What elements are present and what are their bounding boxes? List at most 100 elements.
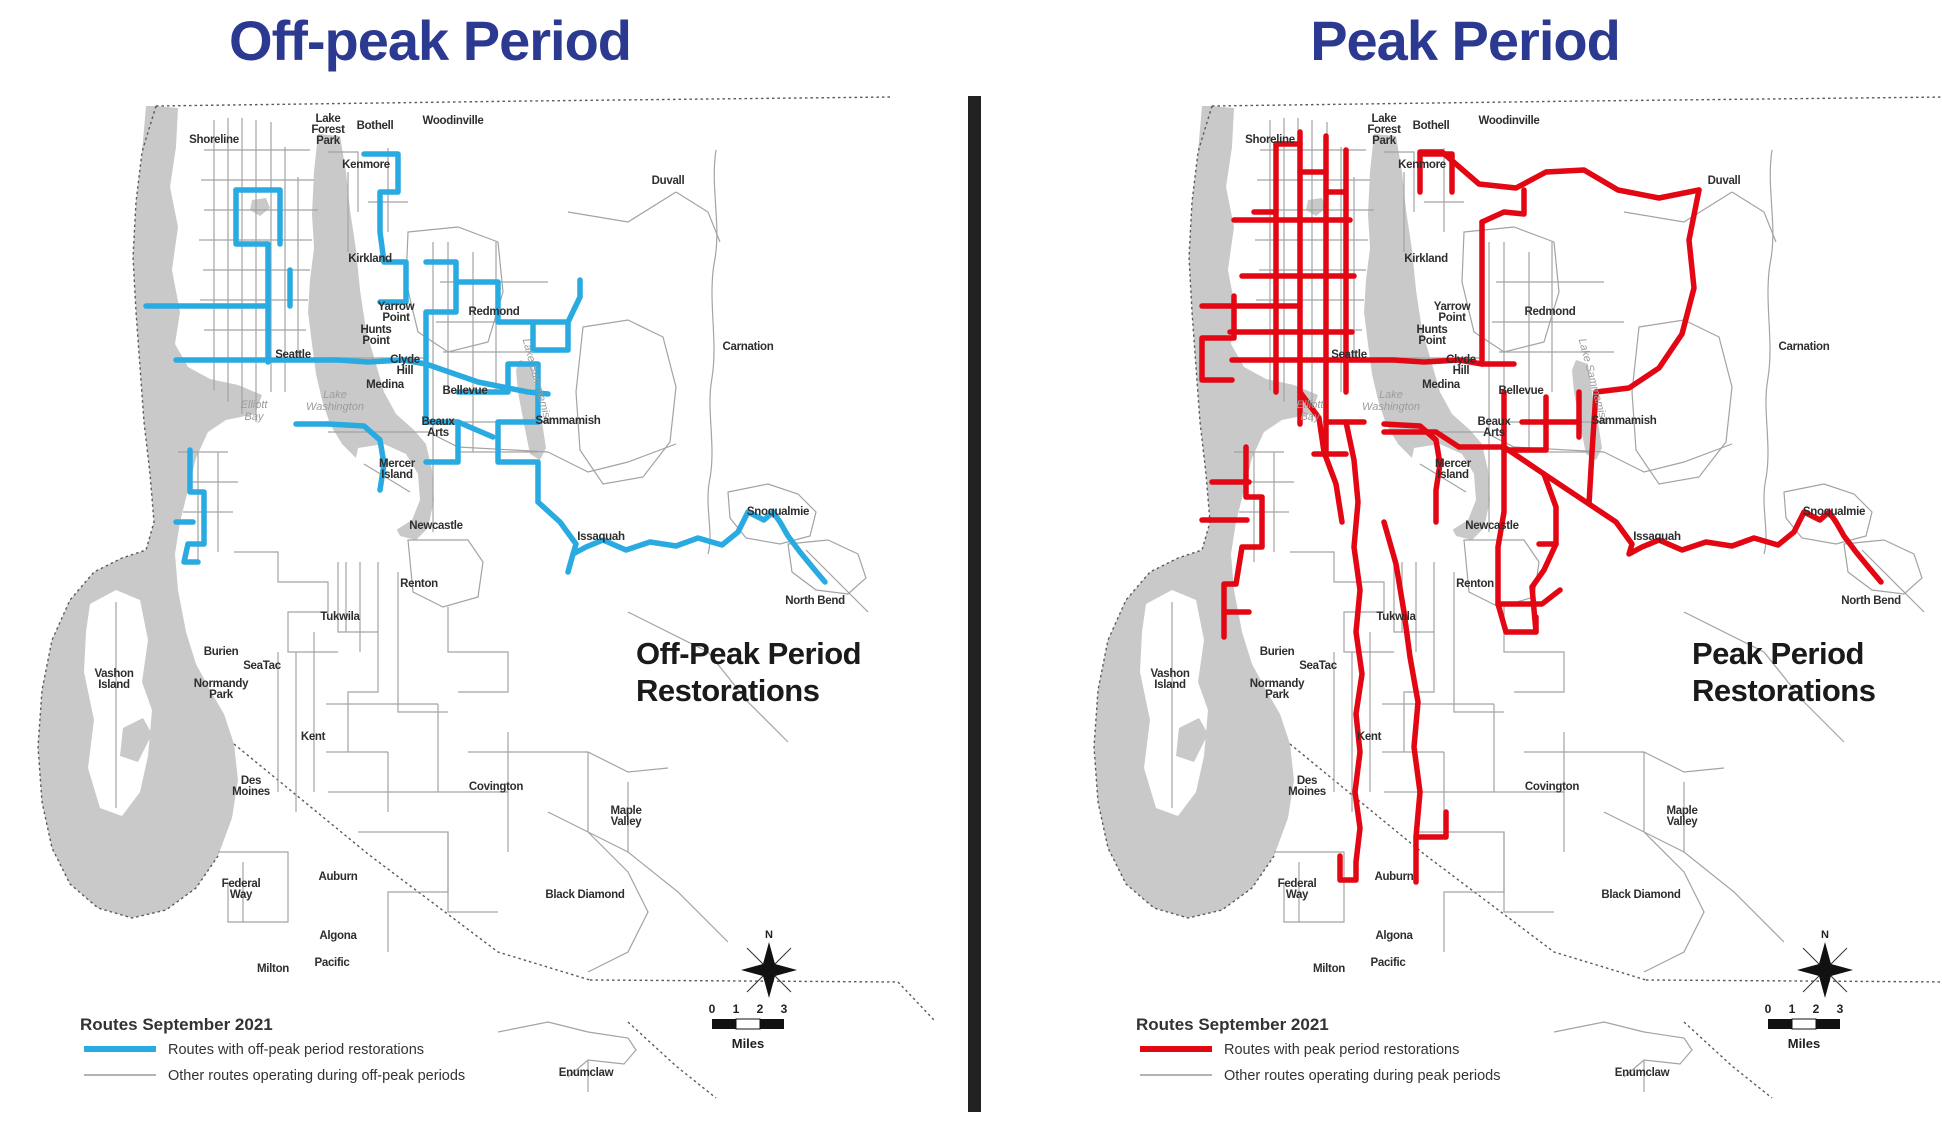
other-route-line: [1553, 1021, 1693, 1078]
city-label: Black Diamond: [545, 889, 624, 901]
county-boundary-dashed: [37, 105, 219, 919]
other-route-line: [575, 319, 677, 485]
peak-route-line: [1381, 421, 1443, 525]
city-label: Bellevue: [443, 385, 488, 397]
scalebar-tick: 2: [757, 1002, 764, 1016]
city-label: Yarrow Point: [1434, 301, 1471, 324]
city-label: Mercer Island: [379, 458, 416, 481]
peak-route-line: [1495, 447, 1509, 635]
other-route-line: [1843, 539, 1923, 595]
city-label: Bothell: [1413, 120, 1450, 132]
water-shape: [516, 360, 546, 460]
city-label: Milton: [1313, 963, 1345, 975]
city-label: Auburn: [318, 871, 357, 883]
city-label: Kirkland: [348, 253, 392, 265]
peak-map-panel: Elliott Bay Lake Washington Lake Sammamish Sh…: [1084, 92, 1942, 1124]
peak-route-line: [1221, 444, 1265, 615]
water-label: Lake Washington: [1362, 389, 1420, 413]
other-route-line: [1453, 572, 1504, 713]
city-label: Lake Forest Park: [1367, 113, 1401, 147]
city-label: Des Moines: [1288, 775, 1326, 798]
city-label: Sammamish: [535, 415, 600, 427]
peak-route-line: [1417, 151, 1455, 195]
other-route-line: [587, 831, 649, 973]
county-boundary-dashed: [155, 96, 891, 107]
city-label: Maple Valley: [1666, 805, 1698, 828]
other-route-line: [447, 607, 509, 693]
peak-route-line: [1381, 519, 1423, 885]
city-label: Federal Way: [1278, 878, 1317, 901]
peak-route-line: [1417, 149, 1445, 195]
island-shape: [1410, 444, 1476, 530]
other-route-line: [711, 149, 718, 379]
other-route-line: [1503, 607, 1565, 693]
city-label: Enumclaw: [559, 1067, 614, 1079]
scalebar-segment: [1791, 1018, 1817, 1030]
offpeak-route-line: [525, 319, 571, 353]
offpeak-route-line: [423, 259, 459, 367]
city-label: Kenmore: [342, 159, 390, 171]
other-route-line: [1461, 226, 1560, 353]
offpeak-map-panel: Elliott Bay Lake Washington Lake Sammamish Sh…: [28, 92, 958, 1124]
county-boundary-dashed: [627, 1021, 717, 1099]
other-route-line: [1861, 549, 1925, 613]
city-label: Des Moines: [232, 775, 270, 798]
legend-other-label: Other routes operating during off-peak p…: [168, 1068, 465, 1084]
offpeak-route-line: [361, 151, 409, 305]
city-label: Algona: [1375, 930, 1413, 942]
island-shape: [1140, 590, 1208, 816]
offpeak-route-line: [181, 447, 207, 565]
water-shape: [1364, 134, 1490, 540]
offpeak-route-line: [455, 361, 541, 505]
other-route-line: [397, 572, 448, 713]
city-label: Vashon Island: [1150, 668, 1189, 691]
offpeak-route-line: [453, 279, 531, 325]
other-route-line: [567, 191, 677, 223]
city-label: Yarrow Point: [378, 301, 415, 324]
city-label: Bellevue: [1499, 385, 1544, 397]
city-label: Vashon Island: [94, 668, 133, 691]
city-label: Carnation: [1779, 341, 1830, 353]
city-label: Seattle: [1331, 349, 1367, 361]
other-route-line: [234, 551, 338, 653]
peak-route-line: [1413, 809, 1449, 840]
city-label: Duvall: [1708, 175, 1741, 187]
city-label: Seattle: [275, 349, 311, 361]
other-route-line: [1603, 811, 1785, 943]
offpeak-route-line: [233, 187, 271, 247]
water-shape: [250, 198, 270, 216]
other-route-line: [547, 811, 729, 943]
county-boundary-dashed: [1645, 979, 1942, 983]
water-shape: [1306, 198, 1326, 216]
other-route-line: [447, 832, 498, 913]
city-label: Shoreline: [1245, 134, 1295, 146]
county-boundary-dashed: [897, 981, 935, 1021]
city-label: Issaquah: [1633, 531, 1681, 543]
scalebar-segment: [1768, 1019, 1792, 1029]
other-route-line: [547, 443, 677, 473]
city-label: Enumclaw: [1615, 1067, 1670, 1079]
left-map-annotation: Off-Peak Period Restorations: [636, 636, 861, 708]
scalebar-unit: Miles: [732, 1036, 765, 1051]
city-label: Burien: [1260, 646, 1295, 658]
other-route-line: [1290, 551, 1394, 653]
offpeak-route-line: [423, 361, 461, 465]
city-label: Redmond: [469, 306, 520, 318]
other-route-line: [1384, 151, 1415, 212]
other-route-line: [405, 226, 504, 353]
scalebar-segment: [712, 1019, 736, 1029]
legend-title: Routes September 2021: [1136, 1015, 1329, 1034]
offpeak-route-line: [233, 187, 283, 247]
legend-other-label: Other routes operating during peak perio…: [1224, 1068, 1500, 1084]
city-label: Algona: [319, 930, 357, 942]
water-shape: [308, 134, 434, 540]
city-label: North Bend: [1841, 595, 1901, 607]
legend-restored-label: Routes with off-peak period restorations: [168, 1042, 424, 1058]
city-label: Renton: [400, 578, 438, 590]
other-route-line: [727, 483, 817, 545]
city-label: Shoreline: [189, 134, 239, 146]
city-label: Pacific: [1371, 957, 1407, 969]
scalebar-tick: 3: [781, 1002, 788, 1016]
scalebar-segment: [760, 1019, 784, 1029]
